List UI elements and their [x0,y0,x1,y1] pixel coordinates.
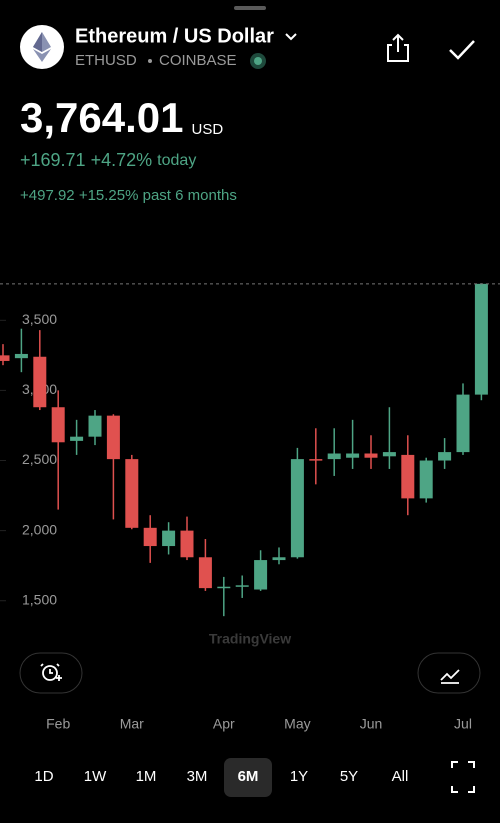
candle-body [198,557,212,589]
chart-style-button[interactable] [417,652,481,694]
candle-body [33,356,47,408]
candle-body [401,454,415,499]
candle-body [382,452,396,457]
candle-body [51,407,65,443]
alert-button[interactable] [19,652,83,694]
alert-icon [40,663,62,681]
x-tick-label: Apr [213,716,235,732]
candle-body [327,453,341,460]
timeframe-option[interactable]: 1Y [290,768,308,785]
y-tick-label: 1,500 [22,591,57,607]
y-tick-label: 3,500 [22,311,57,327]
status-dot [254,57,262,65]
change-pct: +4.72% [91,150,153,170]
change-today: +169.71 +4.72% today [20,150,196,170]
timeframe-option[interactable]: 3M [187,768,208,785]
separator-dot [148,59,152,63]
period-pct: +15.25% [79,187,139,204]
x-tick-label: Jul [454,716,472,732]
x-tick-label: May [284,716,310,732]
share-icon[interactable] [387,33,409,62]
candle-body [70,436,84,441]
timeframe-option[interactable]: All [392,768,409,785]
candle-body [180,530,194,558]
candle-body [474,283,488,395]
candle-body [235,585,249,587]
candle-body [254,560,268,590]
symbol-title[interactable]: Ethereum / US Dollar [75,25,274,47]
candle-body [0,355,10,361]
candle-body [143,527,157,547]
candle-body [346,453,360,458]
period-abs: +497.92 [20,187,75,204]
watermark: TradingView [209,631,291,647]
eth-logo [20,25,64,69]
done-icon[interactable] [449,40,475,60]
candlestick-chart: 1,5002,0002,5003,0003,500FebMarAprMayJun… [0,283,500,732]
grabber[interactable] [234,6,266,10]
period-label: past 6 months [143,187,237,204]
candle-body [456,394,470,453]
timeframe-selected-bg [224,758,272,797]
change-period: +497.92 +15.25% past 6 months [20,187,237,204]
dropdown-icon[interactable] [285,33,297,41]
timeframe-option[interactable]: 5Y [340,768,358,785]
candle-body [419,460,433,499]
currency: USD [192,121,224,138]
candle-body [162,530,176,547]
price: 3,764.01 [20,94,184,141]
timeframe-option[interactable]: 1D [34,768,53,785]
candle-body [88,415,102,437]
candle-body [125,459,139,528]
candle-body [438,452,452,461]
y-tick-label: 2,000 [22,521,57,537]
candle-body [106,415,120,460]
exchange: COINBASE [159,52,237,69]
fullscreen-icon[interactable] [451,761,475,793]
candle-body [309,459,323,461]
candle-body [364,453,378,458]
candle-body [272,557,286,561]
chart-style-icon [440,669,460,684]
x-tick-label: Mar [120,716,144,732]
candle-body [14,353,28,359]
timeframes: 1D 1W 1M 3M 6M 1Y 5Y All [34,768,408,785]
timeframe-option[interactable]: 1M [136,768,157,785]
y-tick-label: 2,500 [22,451,57,467]
candle-body [290,459,304,558]
candle-body [217,586,231,589]
timeframe-option[interactable]: 1W [84,768,107,785]
symbol-code: ETHUSD [75,52,137,69]
change-abs: +169.71 [20,150,86,170]
x-tick-label: Jun [360,716,383,732]
x-tick-label: Feb [46,716,70,732]
change-label: today [157,152,196,169]
timeframe-option[interactable]: 6M [238,768,259,785]
